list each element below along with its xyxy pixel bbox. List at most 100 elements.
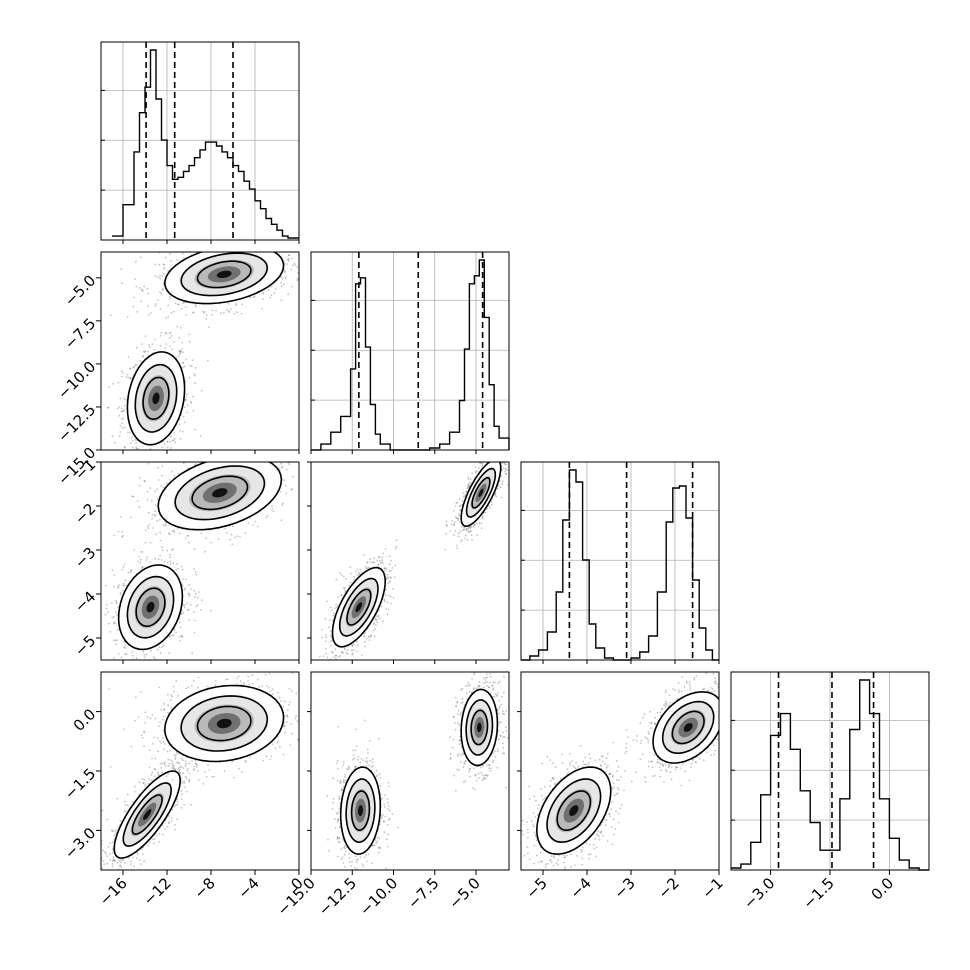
scatter-point <box>193 244 195 246</box>
scatter-point <box>280 282 283 284</box>
scatter-point <box>148 523 151 526</box>
scatter-point <box>377 564 380 566</box>
scatter-point <box>117 586 120 589</box>
scatter-point <box>131 654 134 657</box>
scatter-point <box>136 310 139 313</box>
scatter-point <box>188 618 191 621</box>
scatter-point <box>104 613 107 616</box>
scatter-point <box>171 470 173 473</box>
scatter-point <box>179 351 182 353</box>
scatter-point <box>124 653 126 655</box>
scatter-point <box>122 410 125 412</box>
scatter-point <box>382 620 384 623</box>
scatter-point <box>120 417 123 420</box>
scatter-point <box>133 549 136 551</box>
scatter-point <box>140 551 143 553</box>
scatter-point <box>384 567 386 569</box>
scatter-point <box>207 247 209 249</box>
scatter-point <box>119 592 122 594</box>
scatter-point <box>266 457 268 459</box>
scatter-point <box>193 631 196 634</box>
scatter-point <box>112 657 115 659</box>
scatter-point <box>459 508 461 511</box>
scatter-point <box>239 535 241 538</box>
scatter-point <box>281 277 284 280</box>
scatter-point <box>214 457 216 459</box>
scatter-point <box>233 312 236 315</box>
scatter-point <box>395 539 398 542</box>
scatter-point <box>131 436 133 439</box>
scatter-point <box>488 459 490 461</box>
scatter-point <box>342 575 345 578</box>
scatter-point <box>452 524 455 527</box>
scatter-point <box>140 288 143 291</box>
scatter-point <box>462 492 465 494</box>
scatter-point <box>146 525 149 528</box>
scatter-point <box>178 635 181 638</box>
scatter-point <box>341 651 343 654</box>
scatter-point <box>240 460 242 462</box>
scatter-point <box>207 326 210 328</box>
scatter-point <box>182 462 185 465</box>
scatter-point <box>225 532 228 535</box>
scatter-point <box>301 265 303 267</box>
scatter-point <box>201 310 204 313</box>
scatter-point <box>384 594 387 597</box>
scatter-point <box>154 275 157 277</box>
scatter-point <box>369 635 372 637</box>
scatter-point <box>361 571 363 573</box>
scatter-point <box>287 293 290 296</box>
density-level <box>216 270 232 278</box>
scatter-point <box>107 406 110 409</box>
scatter-point <box>346 652 349 655</box>
scatter-point <box>141 289 144 292</box>
scatter-point <box>325 640 327 643</box>
scatter-point <box>114 622 117 625</box>
scatter-point <box>330 636 333 639</box>
scatter-point <box>122 566 125 568</box>
scatter-point <box>111 435 114 437</box>
scatter-point <box>467 530 470 533</box>
scatter-point <box>249 296 252 299</box>
scatter-point <box>345 577 347 580</box>
scatter-point <box>138 556 141 558</box>
scatter-point <box>181 366 184 369</box>
scatter-point <box>342 652 344 655</box>
panel-content <box>107 242 303 450</box>
scatter-point <box>280 285 283 288</box>
scatter-point <box>179 350 181 353</box>
scatter-point <box>252 246 254 248</box>
scatter-point <box>151 517 154 520</box>
scatter-point <box>154 504 157 507</box>
scatter-point <box>253 295 256 298</box>
scatter-point <box>321 636 324 639</box>
scatter-point <box>163 560 166 563</box>
panel-background <box>101 42 299 240</box>
scatter-point <box>261 308 263 310</box>
scatter-point <box>179 640 181 642</box>
scatter-point <box>229 538 232 541</box>
scatter-point <box>187 592 190 595</box>
scatter-point <box>262 292 264 295</box>
scatter-point <box>269 296 272 299</box>
scatter-point <box>253 249 255 251</box>
scatter-point <box>252 296 255 299</box>
scatter-point <box>147 511 150 514</box>
scatter-point <box>170 447 172 449</box>
scatter-point <box>131 446 134 449</box>
scatter-point <box>220 249 222 251</box>
scatter-point <box>304 503 306 505</box>
scatter-point <box>380 562 382 565</box>
scatter-point <box>333 656 335 659</box>
contour-line <box>174 465 266 521</box>
scatter-point <box>262 242 264 244</box>
scatter-point <box>377 556 380 558</box>
scatter-panel-0-1 <box>100 242 303 451</box>
scatter-point <box>380 561 383 563</box>
scatter-point <box>229 246 231 248</box>
scatter-point <box>291 257 293 260</box>
scatter-point <box>190 365 193 367</box>
scatter-point <box>281 504 284 506</box>
scatter-point <box>119 424 122 427</box>
scatter-point <box>392 596 395 599</box>
